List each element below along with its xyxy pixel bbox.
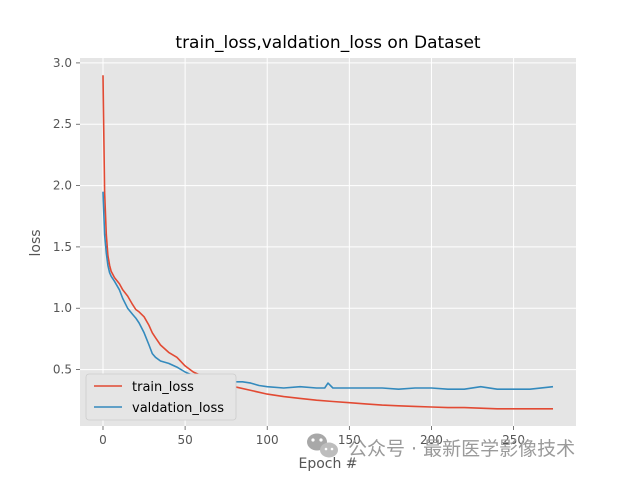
y-tick-labels: 0.5 1.0 1.5 2.0 2.5 3.0	[53, 56, 80, 377]
plot-background	[80, 58, 576, 426]
x-tick-label: 0	[99, 433, 107, 447]
watermark: 公众号 · 最新医学影像技术	[307, 433, 575, 460]
legend: train_loss valdation_loss	[85, 373, 237, 421]
y-tick-label: 2.5	[53, 117, 72, 131]
x-tick-label: 100	[256, 433, 279, 447]
x-axis-label: Epoch #	[298, 456, 357, 472]
legend-box	[85, 373, 237, 421]
x-tick-label: 50	[177, 433, 192, 447]
legend-label-train-loss: train_loss	[132, 380, 194, 395]
y-axis-label: loss	[28, 229, 44, 256]
wechat-logo-icon	[307, 433, 338, 458]
y-tick-label: 0.5	[53, 363, 72, 377]
x-tick-label: 200	[420, 433, 443, 447]
chart-title: train_loss,valdation_loss on Dataset	[175, 33, 481, 53]
legend-label-valdation-loss: valdation_loss	[132, 401, 224, 416]
x-tick-label: 150	[338, 433, 361, 447]
watermark-text: 公众号 · 最新医学影像技术	[348, 438, 575, 460]
y-tick-label: 1.5	[53, 240, 72, 254]
x-tick-label: 250	[502, 433, 525, 447]
y-tick-label: 1.0	[53, 301, 72, 315]
x-tick-labels: 0 50 100 150 200 250	[99, 426, 525, 447]
grid-lines	[80, 58, 576, 426]
y-tick-label: 3.0	[53, 56, 72, 70]
y-tick-label: 2.0	[53, 179, 72, 193]
